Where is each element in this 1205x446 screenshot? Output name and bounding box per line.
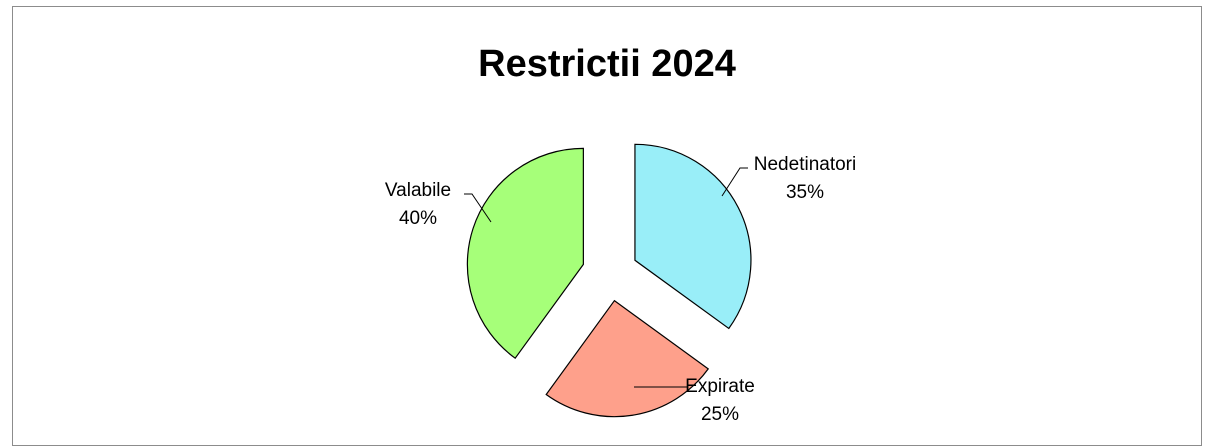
slice-label-nedetinatori: Nedetinatori: [754, 154, 856, 175]
pie-slice-valabile: [466, 147, 584, 360]
slice-label-valabile: Valabile: [385, 180, 451, 201]
slice-label-expirate: Expirate: [685, 376, 755, 397]
slice-percent-nedetinatori: 35%: [786, 182, 824, 203]
pie-slice-nedetinatori: [634, 143, 752, 330]
pie-chart: Nedetinatori 35% Expirate 25% Valabile 40%: [385, 143, 856, 425]
slice-percent-expirate: 25%: [701, 404, 739, 425]
leader-line-nedetinatori: [721, 167, 748, 197]
leader-line-valabile: [464, 193, 492, 223]
chart-title: Restrictii 2024: [478, 43, 736, 85]
pie-slice-expirate: [545, 299, 710, 418]
slice-percent-valabile: 40%: [399, 208, 437, 229]
